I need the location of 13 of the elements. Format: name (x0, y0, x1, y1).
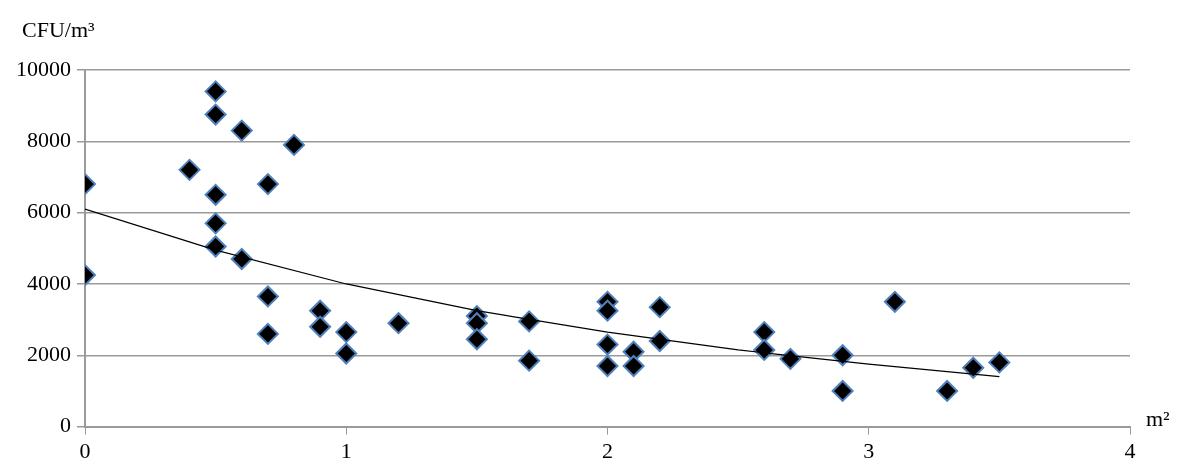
x-tick-label: 4 (1124, 437, 1136, 463)
x-tick-label: 1 (340, 437, 352, 463)
y-tick-label: 10000 (16, 55, 71, 81)
x-tick-label: 0 (79, 437, 91, 463)
x-tick-label: 3 (863, 437, 875, 463)
y-tick-label: 8000 (27, 127, 71, 153)
y-tick-label: 4000 (27, 269, 71, 295)
y-tick-label: 6000 (27, 198, 71, 224)
y-tick-label: 2000 (27, 341, 71, 367)
y-axis-title: CFU/m³ (22, 16, 96, 42)
x-axis-title: m² (1146, 406, 1171, 432)
y-tick-label: 0 (60, 412, 71, 438)
x-tick-label: 2 (602, 437, 613, 463)
